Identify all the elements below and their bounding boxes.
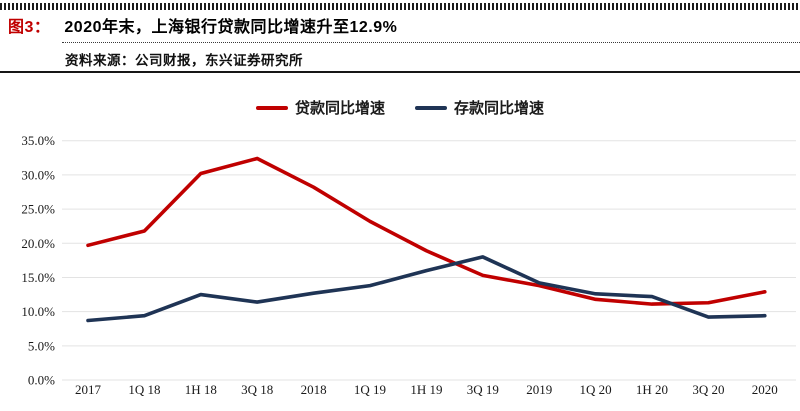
y-axis-tick-label: 10.0% (21, 304, 55, 319)
figure-number-label: 图3： (8, 19, 51, 36)
x-axis-tick-label: 2017 (75, 382, 102, 397)
legend-label-deposit: 存款同比增速 (454, 100, 545, 117)
y-axis-tick-label: 35.0% (21, 133, 55, 148)
x-axis-tick-label: 1H 19 (410, 382, 442, 397)
x-axis-tick-label: 1Q 20 (580, 382, 612, 397)
top-dashed-border (0, 3, 800, 10)
x-axis-tick-label: 2018 (301, 382, 327, 397)
legend-label-loan: 贷款同比增速 (294, 100, 385, 117)
x-axis-tick-label: 3Q 19 (467, 382, 499, 397)
deposit-line-swatch-icon (415, 105, 447, 110)
deposit-growth-line (86, 255, 767, 323)
y-axis-tick-label: 5.0% (28, 338, 55, 353)
loan-growth-line (86, 156, 767, 306)
y-axis-tick-label: 25.0% (21, 202, 55, 217)
x-axis-tick-label: 1H 18 (185, 382, 217, 397)
source-note: 资料来源：公司财报，东兴证券研究所 (65, 53, 303, 68)
line-chart: 0.0% 5.0% 10.0% 15.0% 20.0% 25.0% 30.0% 35.0% 20… (21, 133, 796, 397)
figure-header: 图3： 2020年末，上海银行贷款同比增速升至12.9% (8, 13, 792, 37)
dotted-separator (62, 42, 800, 43)
chart-legend: 贷款同比增速 存款同比增速 (0, 97, 800, 118)
loan-line-swatch-icon (255, 105, 288, 110)
y-axis-tick-label: 0.0% (28, 373, 55, 388)
x-axis-tick-label: 2020 (752, 382, 778, 397)
y-axis-tick-label: 20.0% (21, 236, 55, 251)
x-axis-tick-label: 3Q 18 (241, 382, 273, 397)
x-axis-tick-label: 3Q 20 (692, 382, 724, 397)
legend-item-deposit: 存款同比增速 (415, 97, 544, 118)
x-axis-tick-label: 1H 20 (636, 382, 668, 397)
y-axis-tick-label: 30.0% (21, 167, 55, 182)
x-axis-tick-label: 1Q 19 (354, 382, 386, 397)
figure-title: 2020年末，上海银行贷款同比增速升至12.9% (64, 19, 398, 36)
y-axis-tick-label: 15.0% (21, 270, 55, 285)
legend-item-loan: 贷款同比增速 (255, 97, 385, 118)
solid-separator (0, 71, 800, 73)
x-axis-tick-label: 1Q 18 (128, 382, 160, 397)
x-axis-tick-label: 2019 (526, 382, 552, 397)
